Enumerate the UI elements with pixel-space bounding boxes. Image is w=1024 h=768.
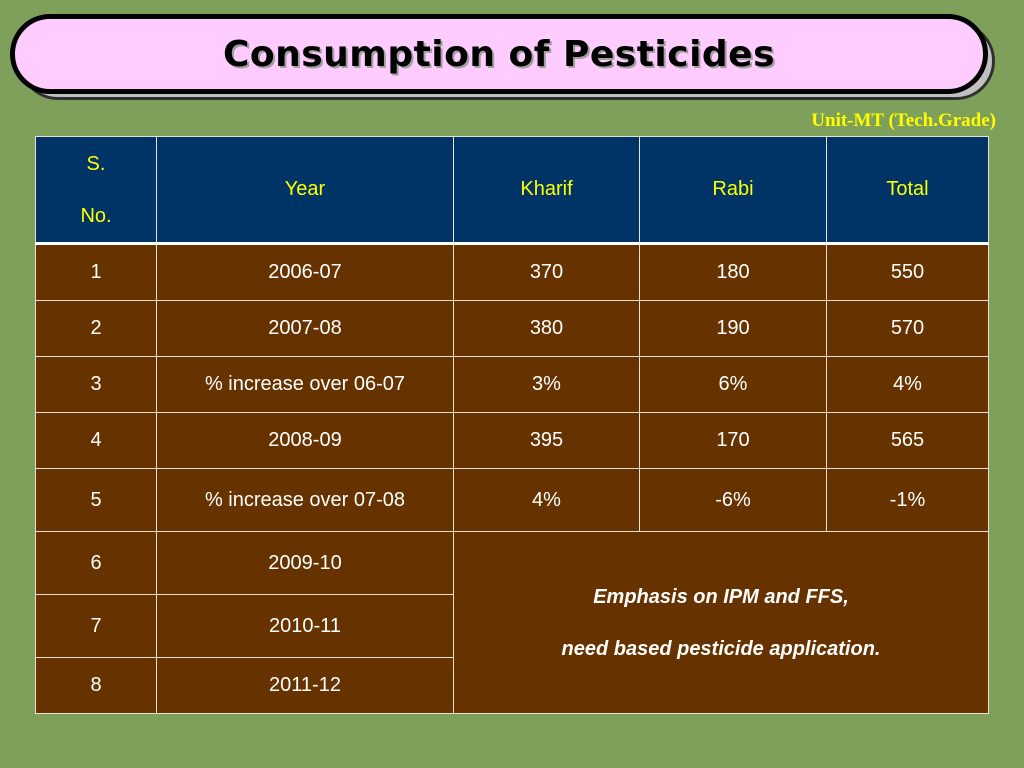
- cell-sno: 5: [35, 468, 157, 532]
- cell-year: 2010-11: [156, 594, 454, 658]
- cell-rabi: 180: [639, 243, 827, 301]
- cell-sno: 2: [35, 300, 157, 357]
- cell-total: -1%: [826, 468, 989, 532]
- cell-sno: 8: [35, 657, 157, 714]
- note-line-2: need based pesticide application.: [561, 637, 881, 660]
- cell-rabi: 170: [639, 412, 827, 469]
- header-sno: S. No.: [35, 136, 157, 245]
- table-header-row: S. No. Year Kharif Rabi Total: [35, 136, 989, 245]
- table-row: 1 2006-07 370 180 550: [35, 243, 989, 301]
- title-banner: Consumption of Pesticides: [10, 14, 988, 94]
- cell-year: % increase over 06-07: [156, 356, 454, 413]
- table-row: 5 % increase over 07-08 4% -6% -1%: [35, 468, 989, 532]
- cell-year: % increase over 07-08: [156, 468, 454, 532]
- header-total: Total: [826, 136, 989, 245]
- cell-total: 570: [826, 300, 989, 357]
- cell-year: 2006-07: [156, 243, 454, 301]
- table-row: 7 2010-11: [35, 594, 989, 658]
- cell-year: 2008-09: [156, 412, 454, 469]
- pesticide-table: S. No. Year Kharif Rabi Total 1 2006-07 …: [35, 136, 989, 714]
- header-year: Year: [156, 136, 454, 245]
- header-rabi: Rabi: [639, 136, 827, 245]
- header-sno-line2: No.: [80, 204, 112, 227]
- table-row: 3 % increase over 06-07 3% 6% 4%: [35, 356, 989, 413]
- cell-kharif: 380: [453, 300, 640, 357]
- table-row: 4 2008-09 395 170 565: [35, 412, 989, 469]
- cell-sno: 3: [35, 356, 157, 413]
- table-row: 6 2009-10 Emphasis on IPM and FFS, need …: [35, 531, 989, 714]
- cell-total: 550: [826, 243, 989, 301]
- cell-rabi: -6%: [639, 468, 827, 532]
- header-sno-line1: S.: [86, 152, 106, 175]
- cell-sno: 7: [35, 594, 157, 658]
- cell-rabi: 190: [639, 300, 827, 357]
- table-row: 2 2007-08 380 190 570: [35, 300, 989, 357]
- cell-kharif: 395: [453, 412, 640, 469]
- cell-sno: 4: [35, 412, 157, 469]
- cell-rabi: 6%: [639, 356, 827, 413]
- cell-total: 4%: [826, 356, 989, 413]
- cell-year: 2011-12: [156, 657, 454, 714]
- header-kharif: Kharif: [453, 136, 640, 245]
- cell-kharif: 4%: [453, 468, 640, 532]
- cell-kharif: 370: [453, 243, 640, 301]
- cell-year: 2007-08: [156, 300, 454, 357]
- cell-year: 2009-10: [156, 531, 454, 595]
- cell-sno: 6: [35, 531, 157, 595]
- unit-label: Unit-MT (Tech.Grade): [811, 110, 996, 131]
- note-line-1: Emphasis on IPM and FFS,: [593, 585, 849, 608]
- page-title: Consumption of Pesticides: [222, 33, 776, 75]
- merged-note-cell: Emphasis on IPM and FFS, need based pest…: [453, 531, 989, 714]
- table-row: 8 2011-12: [35, 657, 989, 714]
- cell-kharif: 3%: [453, 356, 640, 413]
- cell-total: 565: [826, 412, 989, 469]
- cell-sno: 1: [35, 243, 157, 301]
